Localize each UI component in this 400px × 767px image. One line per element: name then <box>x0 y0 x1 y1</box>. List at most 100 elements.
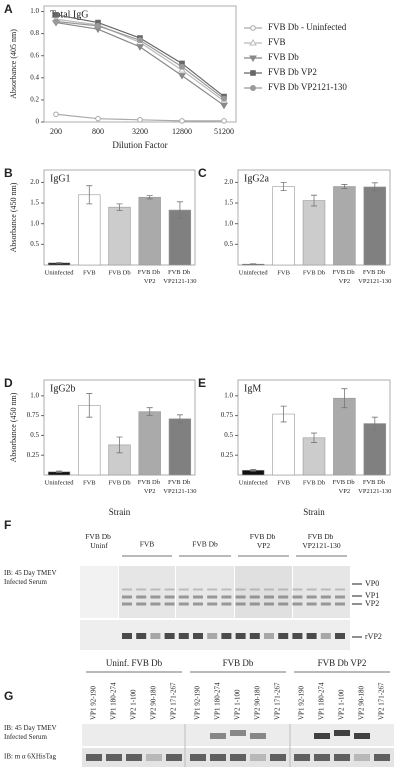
error-bar <box>371 182 378 192</box>
band <box>235 595 246 599</box>
marker <box>220 102 228 110</box>
band-label: VP2 <box>365 599 379 608</box>
band <box>292 633 303 639</box>
x-tick-label: 3200 <box>132 127 148 136</box>
x-tick-label: FVB <box>83 479 96 486</box>
marker <box>249 55 257 62</box>
legend-label: FVB Db <box>268 52 299 62</box>
band <box>122 595 132 599</box>
legend-label: FVB Db VP2 <box>268 67 317 77</box>
x-tick-label: 200 <box>50 127 62 136</box>
y-tick-label: 0.5 <box>224 240 233 248</box>
x-tick-label: Uninfected <box>45 269 75 276</box>
lane-label: VP1 180-274 <box>318 682 326 720</box>
marker <box>136 44 144 51</box>
error-bar <box>116 436 123 454</box>
group-label: FVB <box>140 540 155 549</box>
lane-label: VP1 180-274 <box>214 682 222 720</box>
band <box>164 595 175 599</box>
band <box>264 588 274 591</box>
marker <box>178 73 186 80</box>
y-axis-label: Absorbance (450 nm) <box>9 182 18 252</box>
marker <box>53 18 59 25</box>
x-tick-label: FVB Db VP2121-130 <box>163 269 196 285</box>
band <box>320 633 331 639</box>
x-axis-label: Strain <box>303 507 325 517</box>
bar <box>108 206 131 266</box>
band <box>221 602 232 606</box>
error-bar <box>280 405 287 423</box>
band <box>193 633 203 639</box>
band <box>230 730 246 736</box>
y-tick-label: 0.5 <box>30 431 39 439</box>
band-label: VP1 <box>365 591 379 600</box>
band <box>235 588 246 591</box>
chart-title: IgG2a <box>244 173 270 184</box>
band <box>320 588 331 591</box>
x-tick-label: 12800 <box>172 127 192 136</box>
group-label: FVB Db VP2121-130 <box>302 532 341 550</box>
bar <box>302 200 326 266</box>
group-label: FVB Db <box>223 658 254 668</box>
legend-label: FVB <box>268 37 286 47</box>
band <box>335 588 345 591</box>
lane-label: VP2 171-267 <box>274 682 282 720</box>
lane-label: VP2 1-100 <box>130 689 138 720</box>
y-axis-label: Absorbance (450 nm) <box>9 392 18 462</box>
band <box>278 633 289 639</box>
band <box>335 633 345 639</box>
x-tick-label: FVB Db VP2121-130 <box>358 269 391 285</box>
panel-letter: F <box>4 518 11 532</box>
band <box>264 633 274 639</box>
band <box>164 633 175 639</box>
marker <box>95 115 101 122</box>
marker <box>250 85 256 91</box>
x-tick-label: 51200 <box>214 127 234 136</box>
band <box>292 602 303 606</box>
lane-label: VP2 90-180 <box>358 685 366 720</box>
bar <box>272 413 295 476</box>
x-tick-label: FVB Db <box>303 479 325 486</box>
band <box>314 733 330 739</box>
band <box>190 754 206 761</box>
lane-label: VP1 92-190 <box>298 685 306 720</box>
group-label: FVB Db VP2 <box>318 658 367 668</box>
band <box>249 602 260 606</box>
y-tick-label: 0.25 <box>27 451 40 459</box>
error-bar <box>250 469 257 472</box>
error-bar <box>250 263 257 265</box>
y-tick-label: 0.6 <box>30 51 39 59</box>
band <box>292 595 303 599</box>
y-tick-label: 1.0 <box>30 7 39 15</box>
y-tick-label: 0.25 <box>221 451 234 459</box>
band <box>278 588 289 591</box>
band <box>207 633 218 639</box>
y-tick-label: 0.75 <box>27 411 40 419</box>
y-tick-label: 0.4 <box>30 73 39 81</box>
bar <box>168 418 192 476</box>
band <box>354 754 370 761</box>
marker <box>95 22 101 29</box>
group-label: FVB Db <box>192 540 218 549</box>
band <box>278 602 289 606</box>
error-bar <box>146 195 153 200</box>
band <box>193 595 203 599</box>
marker <box>53 12 59 18</box>
error-bar <box>146 407 153 417</box>
bar <box>363 186 387 266</box>
legend-label: FVB Db VP2121-130 <box>268 82 347 92</box>
band <box>193 602 203 606</box>
bar <box>363 423 387 476</box>
error-bar <box>116 203 123 211</box>
band <box>249 588 260 591</box>
x-tick-label: FVB Db <box>303 269 325 276</box>
panel-letter: E <box>198 376 206 390</box>
band <box>122 588 132 591</box>
band <box>136 602 147 606</box>
y-tick-label: 1.5 <box>30 199 39 207</box>
band <box>210 733 226 739</box>
band <box>221 588 232 591</box>
probe-label: IB: 45 Day TMEV Infected Serum <box>4 724 58 741</box>
marker <box>179 63 185 70</box>
band <box>207 588 218 591</box>
